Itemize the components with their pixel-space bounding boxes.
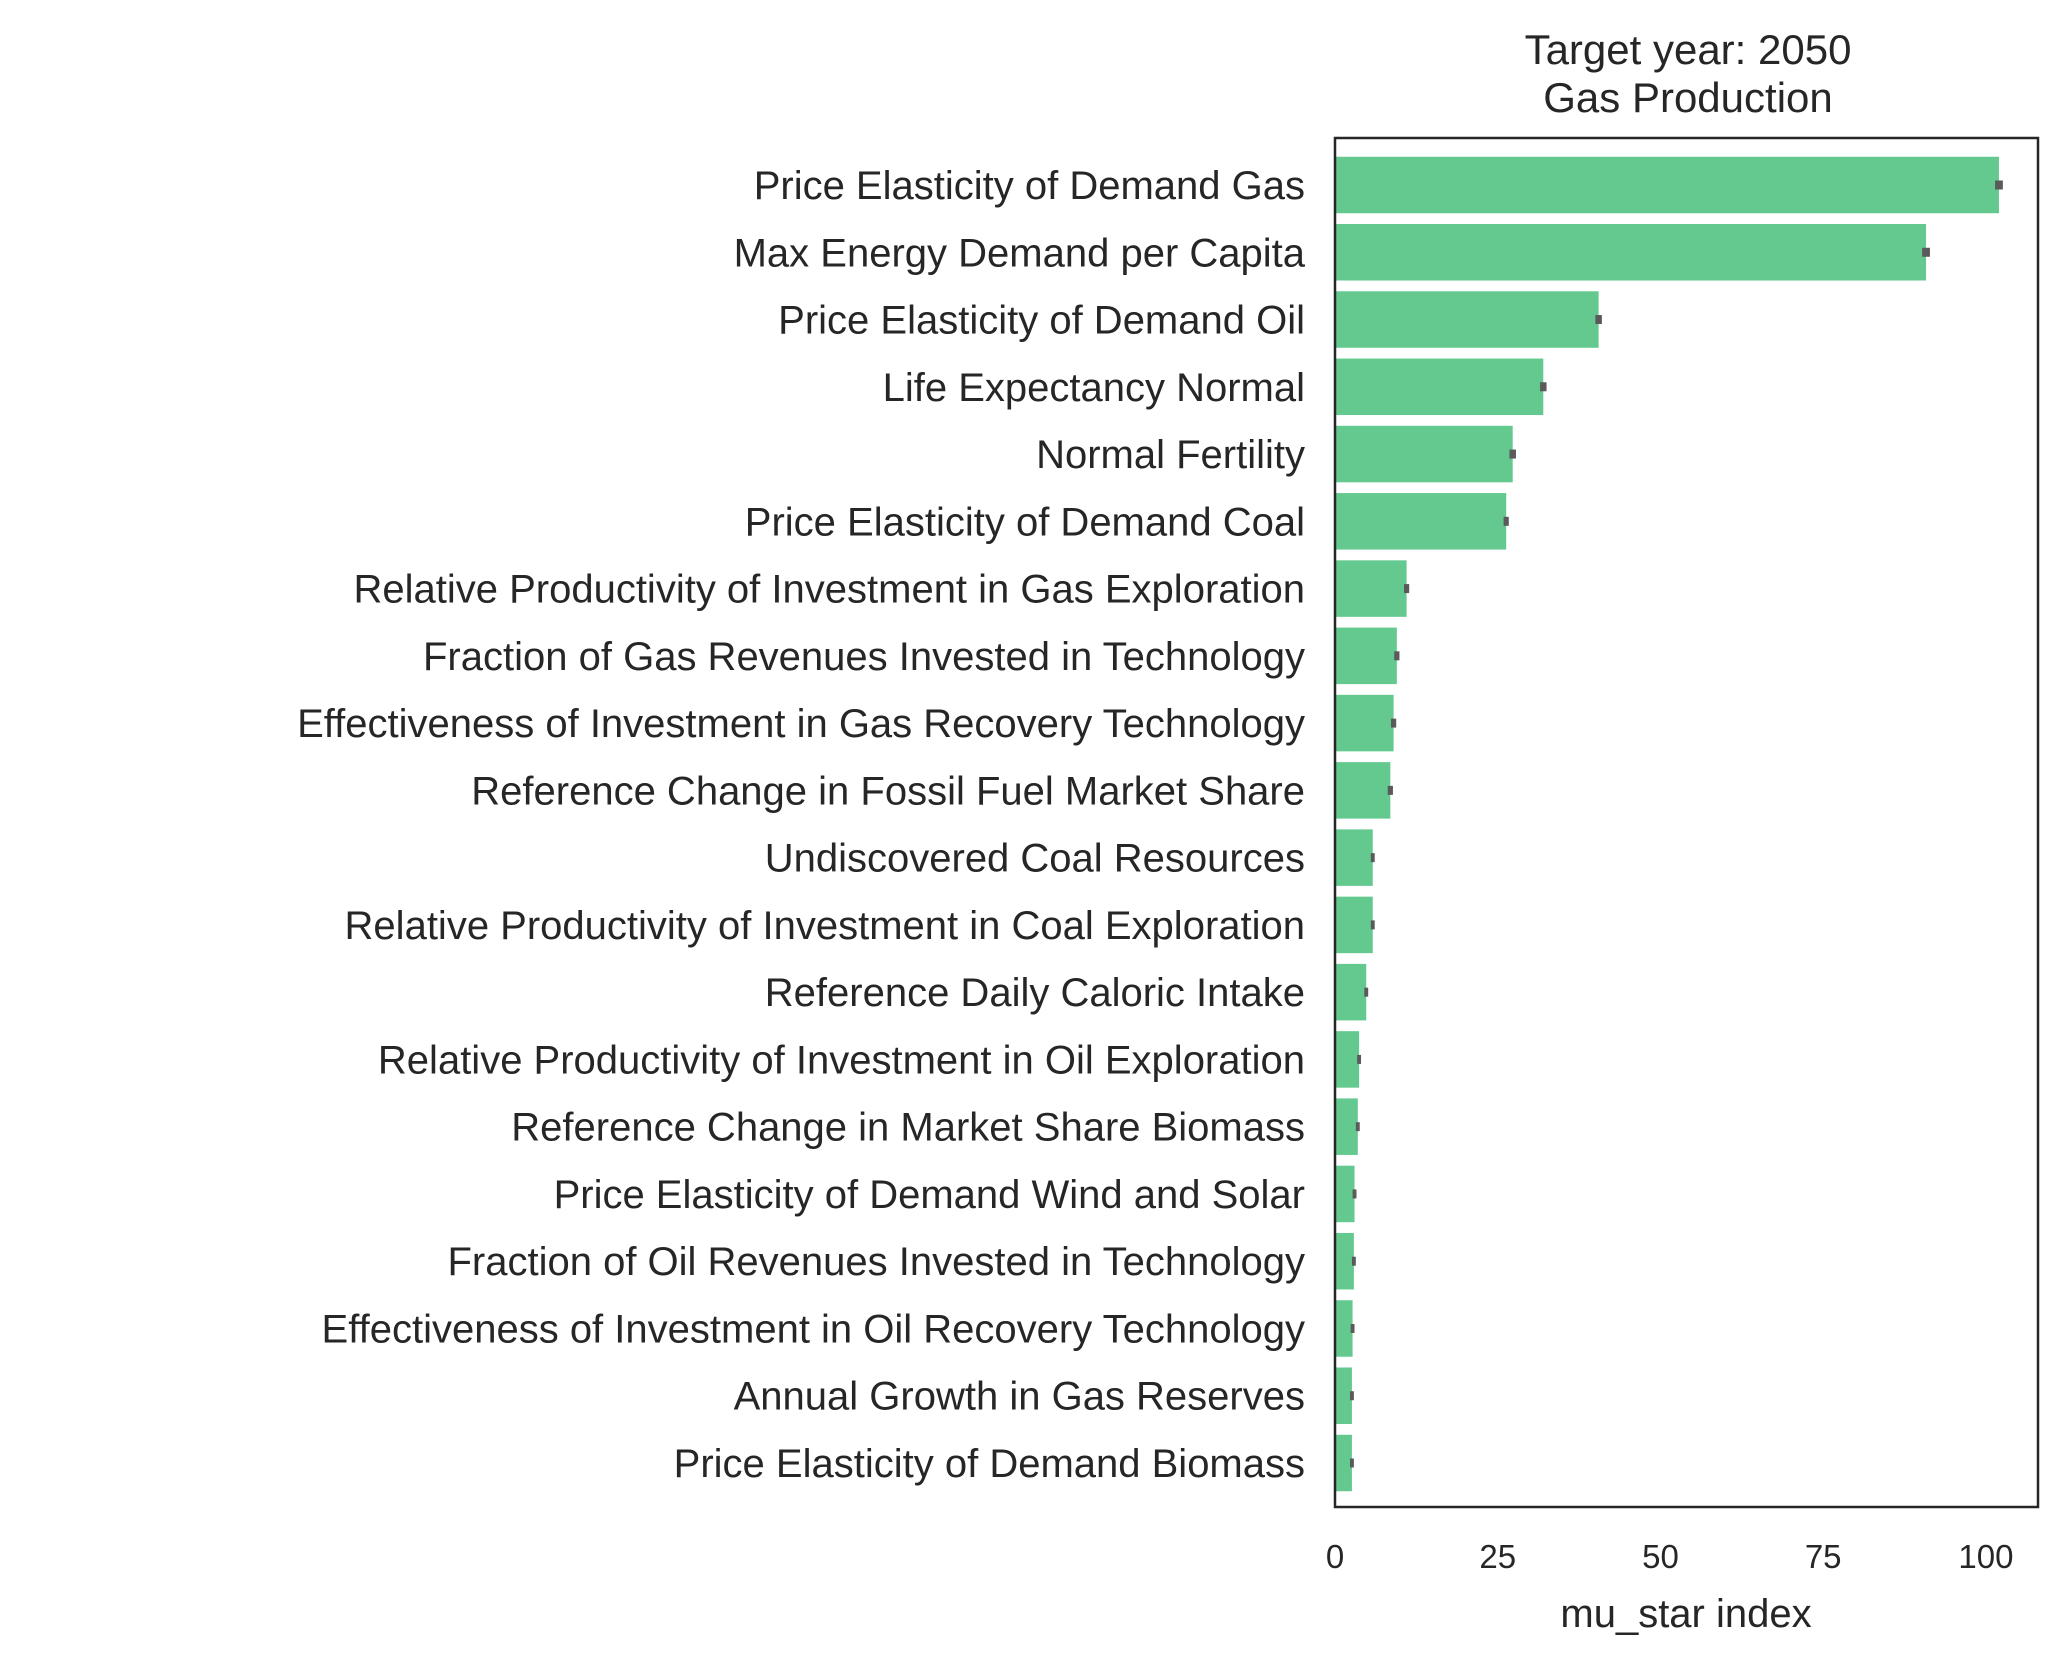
- category-label: Relative Productivity of Investment in O…: [378, 1038, 1305, 1082]
- bars-layer: [1335, 156, 2003, 1492]
- category-label: Relative Productivity of Investment in C…: [345, 904, 1305, 948]
- category-label: Reference Daily Caloric Intake: [765, 971, 1305, 1015]
- category-label: Annual Growth in Gas Reserves: [734, 1375, 1305, 1419]
- plot-frame: [1333, 136, 2040, 1509]
- x-tick-label: 100: [1958, 1538, 2013, 1575]
- category-label: Price Elasticity of Demand Coal: [745, 500, 1305, 544]
- category-label: Price Elasticity of Demand Gas: [754, 164, 1305, 208]
- category-label: Price Elasticity of Demand Oil: [778, 299, 1305, 343]
- category-label: Price Elasticity of Demand Biomass: [674, 1442, 1305, 1486]
- category-labels: Price Elasticity of Demand Gas Max Energy…: [297, 164, 1306, 1486]
- bar: [1335, 1098, 1358, 1155]
- chart-title-line1: Target year: 2050: [1525, 26, 1852, 73]
- category-label: Max Energy Demand per Capita: [734, 231, 1306, 275]
- x-axis-ticks: 0 25 50 75 100: [1326, 1538, 2014, 1575]
- bar: [1335, 425, 1513, 483]
- bar: [1335, 1300, 1353, 1357]
- category-label: Effectiveness of Investment in Gas Recov…: [297, 702, 1305, 746]
- bar: [1335, 1434, 1352, 1492]
- bar: [1335, 762, 1391, 819]
- bar: [1335, 1165, 1355, 1223]
- bar: [1335, 224, 1927, 281]
- category-label: Life Expectancy Normal: [883, 366, 1305, 410]
- category-label: Reference Change in Market Share Biomass: [511, 1106, 1305, 1150]
- bar: [1335, 1367, 1352, 1424]
- category-label: Effectiveness of Investment in Oil Recov…: [322, 1307, 1305, 1351]
- chart-title-line2: Gas Production: [1543, 74, 1833, 121]
- category-label: Undiscovered Coal Resources: [765, 837, 1305, 881]
- bar: [1335, 291, 1599, 348]
- category-label: Normal Fertility: [1036, 433, 1305, 477]
- bar: [1335, 627, 1397, 685]
- x-axis-label: mu_star index: [1560, 1592, 1811, 1636]
- bar: [1335, 963, 1367, 1021]
- x-tick-label: 0: [1326, 1538, 1344, 1575]
- bar: [1335, 1232, 1354, 1290]
- bar: [1335, 896, 1373, 954]
- x-tick-label: 25: [1479, 1538, 1516, 1575]
- bar: [1335, 694, 1394, 752]
- bar: [1335, 1031, 1360, 1088]
- bar: [1335, 358, 1544, 416]
- category-label: Fraction of Gas Revenues Invested in Tec…: [423, 635, 1305, 679]
- x-tick-label: 75: [1805, 1538, 1842, 1575]
- x-tick-label: 50: [1642, 1538, 1679, 1575]
- category-label: Price Elasticity of Demand Wind and Sola…: [554, 1173, 1305, 1217]
- category-label: Relative Productivity of Investment in G…: [353, 568, 1305, 612]
- category-label: Reference Change in Fossil Fuel Market S…: [471, 769, 1305, 813]
- bar: [1335, 829, 1373, 886]
- bar: [1335, 156, 1999, 214]
- bar: [1335, 560, 1407, 617]
- category-label: Fraction of Oil Revenues Invested in Tec…: [447, 1240, 1305, 1284]
- bar: [1335, 493, 1507, 550]
